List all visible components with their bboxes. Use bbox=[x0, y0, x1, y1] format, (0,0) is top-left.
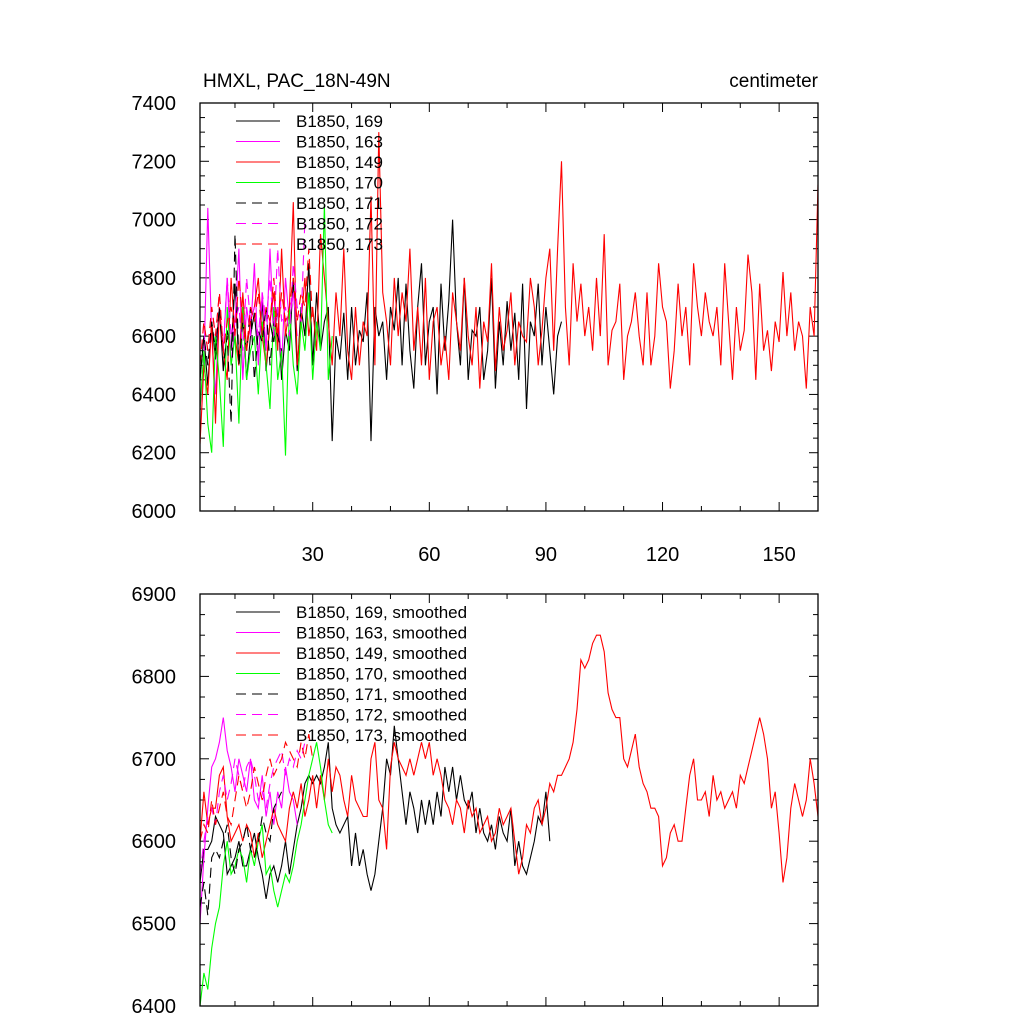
y-tick-label: 6400 bbox=[132, 384, 177, 406]
series-lines bbox=[200, 132, 818, 456]
series-line-3 bbox=[200, 742, 333, 1006]
panel-title: HMXL, PAC_18N-49N bbox=[203, 71, 391, 92]
series-line-2 bbox=[200, 132, 818, 445]
x-tick-label: 150 bbox=[762, 544, 795, 566]
legend-label: B1850, 169, smoothed bbox=[296, 603, 467, 622]
series-lines bbox=[200, 634, 818, 1006]
legend-label: B1850, 149, smoothed bbox=[296, 644, 467, 663]
y-tick-label: 6900 bbox=[132, 584, 177, 606]
legend-label: B1850, 173 bbox=[296, 235, 383, 254]
plot-frame bbox=[199, 102, 819, 512]
y-tick-label: 6600 bbox=[132, 831, 177, 853]
legend-label: B1850, 170 bbox=[296, 174, 383, 193]
y-tick-label: 6800 bbox=[132, 268, 177, 290]
legend-label: B1850, 170, smoothed bbox=[296, 665, 467, 684]
x-tick-labels: 30 60 90 120 150 bbox=[302, 544, 796, 566]
y-tick-label: 7000 bbox=[132, 210, 177, 232]
x-tick-label: 30 bbox=[302, 544, 324, 566]
y-tick-label: 6800 bbox=[132, 666, 177, 688]
y-tick-label: 6500 bbox=[132, 914, 177, 936]
series-line-4 bbox=[200, 234, 283, 424]
legend-label: B1850, 163 bbox=[296, 133, 383, 152]
legend-label: B1850, 172 bbox=[296, 215, 383, 234]
y-tick-labels: 6000 6200 6400 6600 6800 7000 7200 7400 bbox=[132, 93, 177, 523]
legend-label: B1850, 171 bbox=[296, 194, 383, 213]
series-line-6 bbox=[200, 248, 314, 366]
legend-label: B1850, 173, smoothed bbox=[296, 726, 467, 745]
y-tick-label: 7200 bbox=[132, 151, 177, 173]
x-tick-label: 120 bbox=[646, 544, 679, 566]
y-tick-label: 6200 bbox=[132, 443, 177, 465]
legend-label: B1850, 172, smoothed bbox=[296, 706, 467, 725]
x-tick-label: 60 bbox=[418, 544, 440, 566]
y-tick-label: 6700 bbox=[132, 749, 177, 771]
y-tick-labels: 6400 6500 6600 6700 6800 6900 bbox=[132, 584, 177, 1018]
legend: B1850, 169, smoothed B1850, 163, smoothed… bbox=[236, 603, 467, 745]
x-tick-label: 90 bbox=[535, 544, 557, 566]
y-tick-label: 6400 bbox=[132, 996, 177, 1018]
y-tick-label: 6600 bbox=[132, 326, 177, 348]
legend-label: B1850, 163, smoothed bbox=[296, 624, 467, 643]
legend-label: B1850, 169 bbox=[296, 112, 383, 131]
plot-frame bbox=[199, 593, 819, 1007]
units-label: centimeter bbox=[729, 71, 818, 92]
y-tick-label: 7400 bbox=[132, 93, 177, 115]
series-line-6 bbox=[200, 734, 314, 842]
bottom-panel: 6400 6500 6600 6700 6800 6900 B1850, 169, smo… bbox=[132, 584, 819, 1018]
series-line-3 bbox=[200, 204, 333, 456]
series-line-4 bbox=[200, 791, 283, 916]
legend-label: B1850, 171, smoothed bbox=[296, 685, 467, 704]
series-line-2 bbox=[200, 634, 818, 883]
series-line-0 bbox=[200, 725, 551, 899]
y-tick-label: 6000 bbox=[132, 501, 177, 523]
legend-label: B1850, 149 bbox=[296, 153, 383, 172]
series-line-5 bbox=[200, 742, 306, 875]
series-line-1 bbox=[200, 717, 298, 924]
top-panel: HMXL, PAC_18N-49N centimeter 6000 6200 640… bbox=[132, 71, 819, 566]
